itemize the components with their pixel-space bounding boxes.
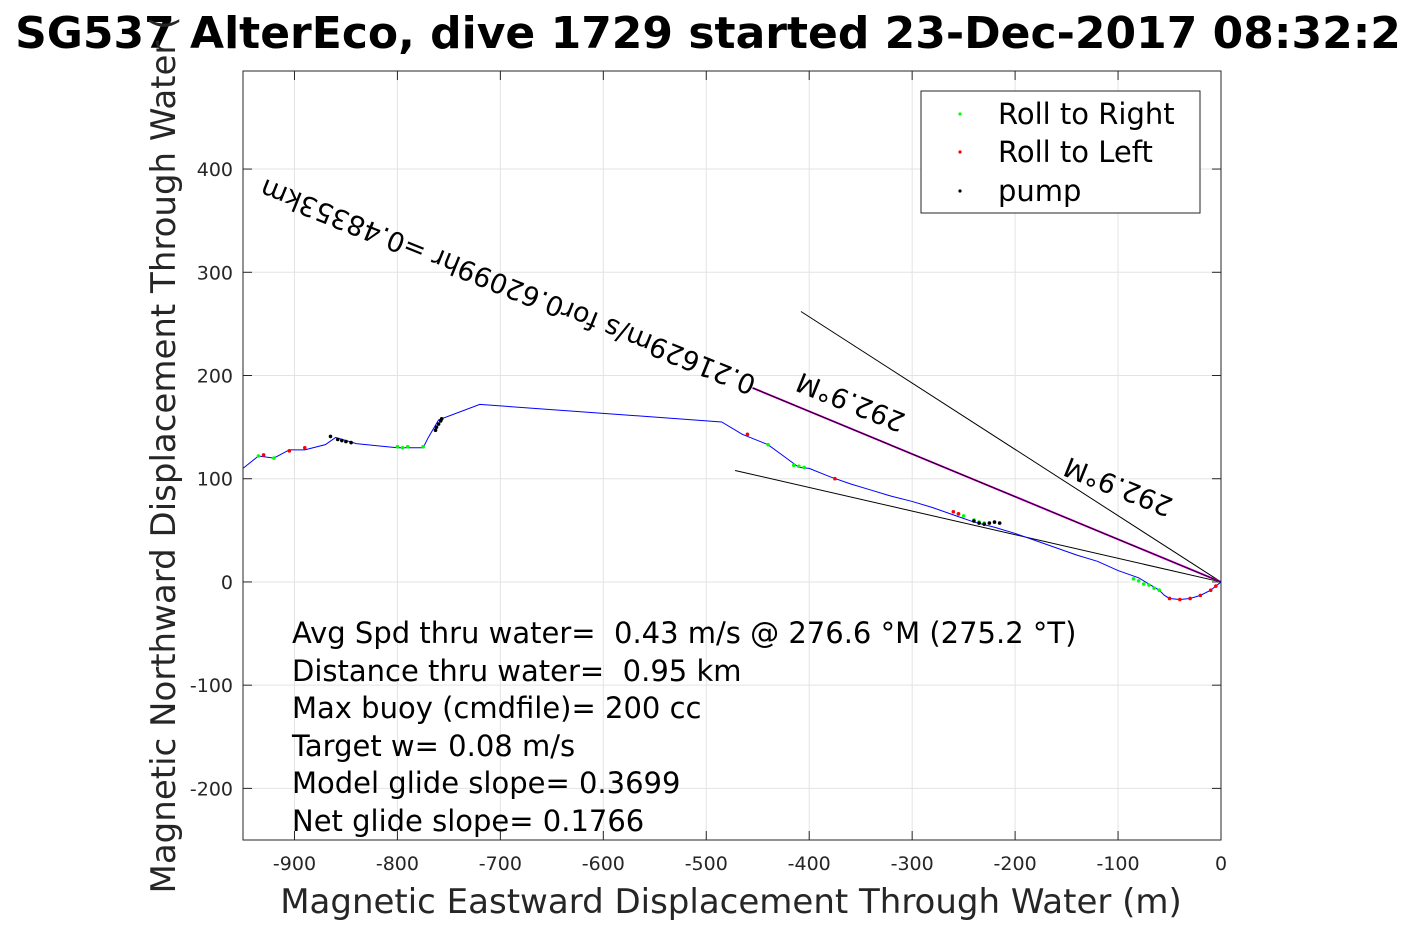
x-tick-label: -600 [582, 853, 625, 875]
point-roll-to-right [1131, 577, 1136, 581]
y-axis-label: Magnetic Northward Displacement Through … [144, 17, 184, 894]
point-roll-to-right [1147, 583, 1151, 587]
point-roll-to-left [1198, 593, 1203, 598]
x-tick-labels: -900 -800 -700 -600 -500 -400 -300 -200 -100 0 [273, 853, 1227, 875]
point-pump [436, 422, 441, 426]
point-pump [328, 434, 333, 439]
y-tick-label: 0 [221, 572, 233, 594]
point-pump [992, 520, 997, 524]
point-pump [340, 438, 344, 443]
point-roll-to-left [1178, 597, 1182, 602]
bracket-upper [800, 311, 1222, 583]
stats-block: Avg Spd thru water= 0.43 m/s @ 276.6 °M … [291, 616, 1076, 838]
point-roll-to-right [797, 464, 801, 469]
point-roll-to-left [261, 453, 266, 457]
point-roll-to-left [956, 512, 961, 516]
point-pump [977, 521, 981, 525]
point-pump [433, 428, 438, 433]
point-roll-to-right [272, 456, 276, 460]
x-tick-label: -500 [685, 853, 728, 875]
point-roll-to-right [961, 514, 966, 518]
point-roll-to-left [833, 476, 837, 481]
x-tick-label: -200 [994, 853, 1037, 875]
point-pump [349, 440, 353, 445]
bracket-lower [734, 469, 1222, 583]
point-roll-to-right [791, 463, 796, 468]
legend-marker-pump [958, 189, 962, 193]
point-roll-to-left [1167, 596, 1172, 601]
track-line [242, 403, 1222, 600]
legend-box [920, 90, 1201, 214]
x-tick-label: -300 [891, 853, 934, 875]
point-pump [439, 417, 444, 421]
stat-model-glide-slope: Model glide slope= 0.3699 [292, 766, 680, 800]
point-pump [982, 522, 987, 526]
series-layer [242, 311, 1222, 602]
y-tick-labels: -200 -100 0 100 200 300 400 [190, 159, 233, 800]
point-roll-to-right [1136, 579, 1141, 583]
stat-avg-speed: Avg Spd thru water= 0.43 m/s @ 276.6 °M … [292, 616, 1076, 650]
stat-distance: Distance thru water= 0.95 km [292, 654, 742, 688]
point-roll-to-left [1214, 584, 1218, 588]
point-roll-to-right [405, 444, 410, 449]
x-tick-label: -700 [479, 853, 522, 875]
x-tick-label: -400 [788, 853, 831, 875]
point-roll-to-right [400, 445, 405, 450]
legend-label-roll-right: Roll to Right [998, 97, 1175, 131]
point-pump [972, 519, 976, 523]
legend-marker-roll-left [958, 150, 962, 154]
y-tick-label: 100 [197, 469, 233, 491]
point-roll-to-right [766, 442, 770, 447]
point-pump [344, 439, 348, 444]
point-roll-to-right [1157, 588, 1162, 593]
point-roll-to-left [287, 449, 292, 453]
stat-target-w: Target w= 0.08 m/s [291, 729, 575, 763]
point-roll-to-left [302, 445, 307, 450]
legend-label-pump: pump [998, 174, 1081, 208]
legend-marker-roll-right [958, 112, 962, 116]
chart-title: SG537 AlterEco, dive 1729 started 23-Dec… [15, 8, 1401, 59]
x-tick-label: -900 [273, 853, 316, 875]
point-roll-to-right [256, 454, 261, 458]
point-roll-to-right [421, 444, 425, 449]
point-roll-to-left [1208, 588, 1213, 593]
point-roll-to-right [1152, 586, 1156, 590]
heading-line-overlay [752, 387, 1222, 583]
x-tick-label: 0 [1215, 853, 1227, 875]
plot-frame [242, 70, 1222, 841]
y-tick-label: 400 [197, 159, 233, 181]
legend: Roll to Right Roll to Left pump [920, 90, 1201, 214]
point-roll-to-right [1141, 582, 1146, 586]
x-tick-label: -800 [376, 853, 419, 875]
x-axis-label: Magnetic Eastward Displacement Through W… [280, 882, 1182, 922]
point-roll-to-right [802, 465, 806, 470]
y-tick-label: -100 [190, 675, 233, 697]
y-tick-label: -200 [190, 778, 233, 800]
point-roll-to-left [951, 509, 956, 514]
x-tick-label: -100 [1096, 853, 1139, 875]
point-roll-to-left [1188, 596, 1192, 601]
legend-label-roll-left: Roll to Left [998, 135, 1153, 169]
y-tick-label: 200 [197, 366, 233, 388]
point-pump [434, 425, 439, 429]
stat-max-buoy: Max buoy (cmdfile)= 200 cc [292, 691, 701, 725]
point-pump [335, 437, 340, 442]
y-tick-label: 300 [197, 262, 233, 284]
point-roll-to-left [745, 432, 750, 437]
point-roll-to-right [395, 444, 400, 449]
point-pump [987, 521, 992, 525]
point-pump [997, 521, 1002, 525]
stat-net-glide-slope: Net glide slope= 0.1766 [292, 804, 644, 838]
